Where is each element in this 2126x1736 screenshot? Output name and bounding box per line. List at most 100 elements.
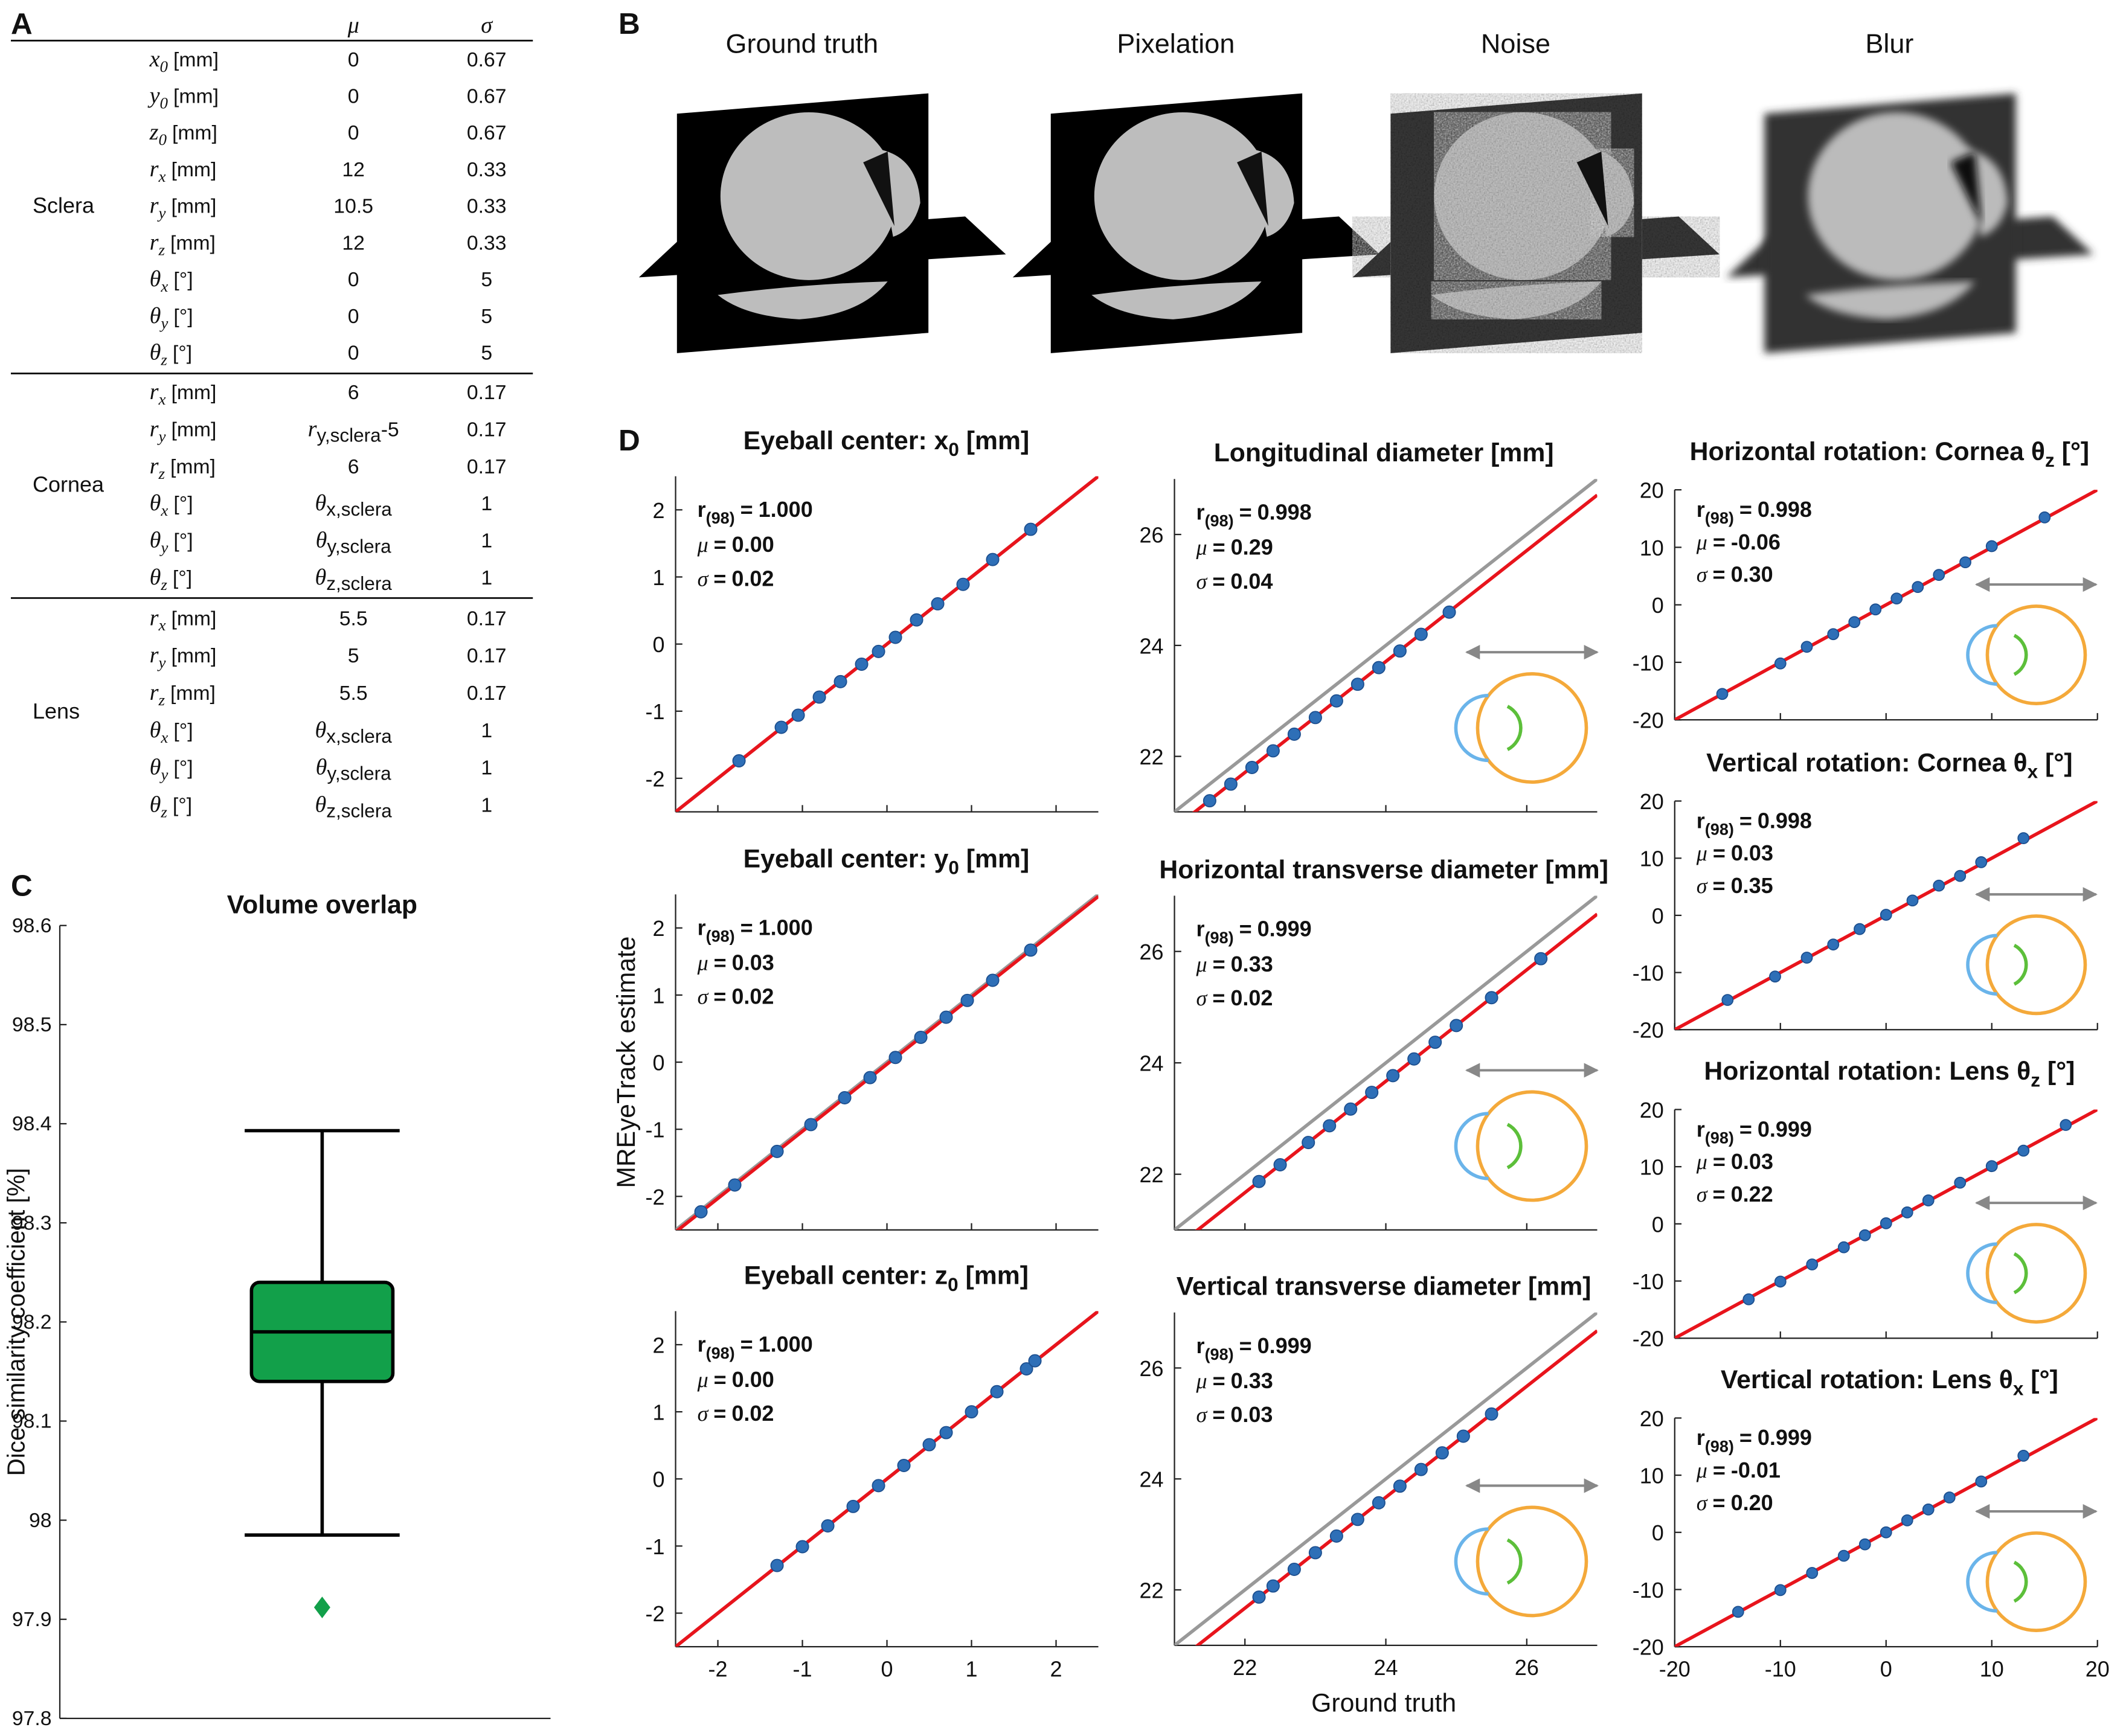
y-tick-label: 20: [1640, 1098, 1664, 1123]
stat-symbol: μ: [1696, 1458, 1707, 1482]
x-tick-label: -10: [1765, 1656, 1796, 1681]
subplot-title: Eyeball center: y0 [mm]: [743, 844, 1030, 878]
unit: [°]: [173, 757, 193, 780]
lens-slice: [1431, 281, 1602, 319]
data-point: [1393, 1479, 1407, 1493]
anterior-chamber: [1950, 151, 1982, 226]
stat-value: 1.000: [759, 1332, 813, 1357]
inset-sclera: [1985, 1223, 2087, 1324]
stat: r(98) = 0.999: [1196, 1333, 1312, 1363]
param-label: rz [mm]: [150, 453, 216, 482]
stat-value: 0.35: [1731, 873, 1773, 898]
inset-sclera: [1985, 914, 2087, 1016]
stat: r(98) = 0.999: [1196, 917, 1312, 947]
data-point: [1975, 856, 1988, 868]
mri-image: [1726, 93, 2093, 353]
stat-symbol: r: [1697, 1116, 1705, 1141]
fit-line: [1195, 912, 1598, 1230]
stat-value: 0.03: [1230, 1402, 1273, 1427]
stat-symbol: μ: [697, 533, 708, 557]
data-point: [872, 644, 885, 658]
subscript: y: [156, 427, 165, 445]
y-tick-label: 10: [1640, 1464, 1664, 1488]
fit-line: [1192, 493, 1598, 812]
data-point: [795, 1540, 809, 1554]
unit: [mm]: [173, 86, 219, 108]
y-tick-label: 0: [653, 1051, 665, 1075]
data-point: [897, 1459, 911, 1472]
param-label: θx [°]: [150, 717, 193, 746]
stat-symbol: r: [1697, 497, 1705, 522]
stat-equals: =: [1739, 1425, 1752, 1450]
stat-symbol: σ: [1196, 1403, 1208, 1427]
subplot-title: Vertical rotation: Lens θx [°]: [1721, 1365, 2058, 1399]
symbol: θ: [316, 755, 327, 780]
stat: σ = 0.30: [1697, 562, 1773, 587]
stat: μ = 0.03: [1696, 1149, 1773, 1174]
data-point: [1869, 603, 1882, 616]
data-point: [1020, 1362, 1033, 1376]
unit: [°]: [173, 342, 192, 365]
stat-equals: =: [1713, 1149, 1726, 1174]
unit: [mm]: [171, 607, 216, 630]
data-point: [1450, 1019, 1463, 1033]
subscript: y: [156, 653, 165, 671]
mu-value: 12: [342, 159, 365, 181]
stat-symbol: μ: [1196, 1369, 1207, 1393]
unit: [°]: [173, 567, 192, 589]
data-point: [872, 1479, 885, 1493]
unit: [°]: [173, 720, 193, 742]
stat-symbol: r: [1697, 1425, 1705, 1450]
data-point: [1456, 1429, 1470, 1443]
stat-value: 0.03: [732, 950, 774, 975]
stat-equals: =: [1713, 562, 1726, 587]
table-header: μ: [347, 13, 359, 38]
title-text: Vertical transverse diameter [mm]: [1177, 1272, 1591, 1301]
param-label: rz [mm]: [150, 230, 216, 259]
sigma-value: 5: [481, 306, 492, 328]
subscript: y,sclera: [327, 536, 391, 557]
lens-slice: [1091, 281, 1262, 319]
sigma-value: 1: [481, 530, 492, 553]
y-tick-label: -1: [646, 1534, 665, 1559]
sclera: [1808, 112, 1985, 280]
data-point: [1774, 657, 1787, 670]
data-point: [694, 1205, 708, 1219]
stat-symbol: r: [1697, 808, 1705, 833]
data-point: [1837, 1241, 1850, 1254]
data-point: [1848, 616, 1861, 629]
subscript: z: [158, 691, 165, 709]
data-point: [728, 1178, 742, 1192]
y-tick-label: 97.8: [12, 1708, 52, 1730]
y-tick-label: 10: [1640, 847, 1664, 871]
stat-equals: =: [1713, 1458, 1726, 1482]
subscript: z: [160, 351, 167, 369]
symbol: r: [150, 680, 159, 705]
title-suffix: [mm]: [959, 426, 1029, 455]
y-tick-label: 24: [1139, 633, 1163, 658]
stat: μ = 0.33: [1196, 1368, 1273, 1393]
y-tick-label: -20: [1633, 708, 1664, 733]
data-point: [1922, 1194, 1935, 1206]
stat-symbol: σ: [698, 1401, 709, 1426]
suffix: -5: [381, 419, 399, 441]
param-label: θx [°]: [150, 266, 193, 295]
inset-cornea: [1966, 934, 1997, 996]
y-tick-label: 1: [653, 1400, 665, 1425]
param-label: y0 [mm]: [147, 83, 219, 112]
y-tick-label: -2: [646, 1185, 665, 1209]
subplot-title: Eyeball center: z0 [mm]: [744, 1261, 1029, 1295]
title-text: Horizontal transverse diameter [mm]: [1159, 855, 1608, 884]
data-point: [1308, 1546, 1322, 1560]
image-title: Ground truth: [726, 28, 879, 59]
stat-symbol: σ: [698, 985, 709, 1009]
data-point: [770, 1558, 784, 1572]
title-text: Eyeball center: z: [744, 1261, 948, 1290]
x-tick-label: 24: [1373, 1655, 1398, 1680]
data-point: [812, 690, 826, 704]
y-tick-label: 20: [1640, 1406, 1664, 1431]
data-point: [1365, 1086, 1379, 1100]
sigma-value: 1: [481, 720, 492, 742]
stat-equals: =: [713, 1401, 726, 1426]
subplot-title: Horizontal rotation: Lens θz [°]: [1704, 1057, 2075, 1091]
